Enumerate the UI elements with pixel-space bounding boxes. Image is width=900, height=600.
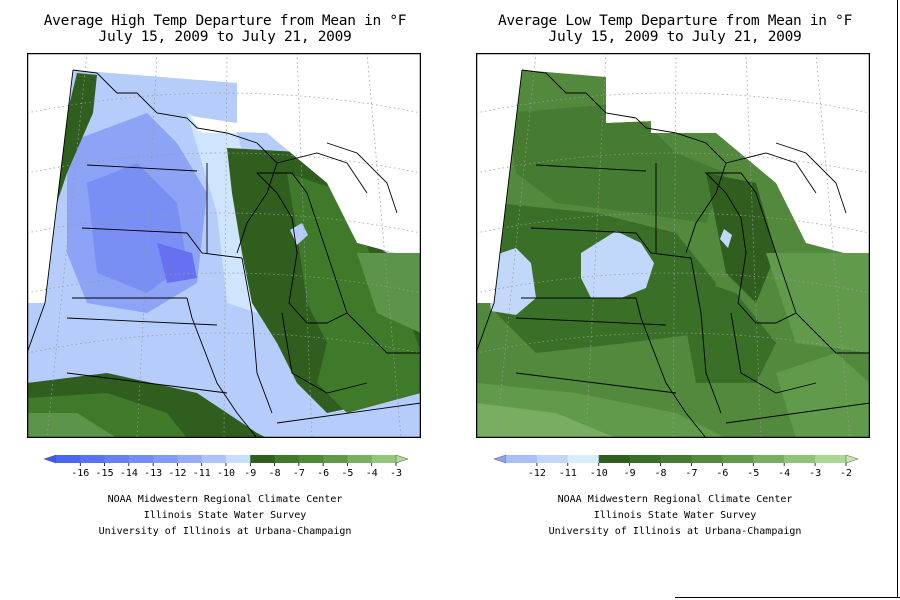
legend-swatch [56,455,81,463]
credit-line: Illinois State Water Survey [143,510,307,521]
legend-tick-label: -6 [317,468,329,479]
legend-tick-label: -13 [144,468,162,479]
frame-line [897,0,898,598]
legend-swatch [395,454,409,464]
legend-tick-label: -4 [366,468,378,479]
legend-tick-label: -7 [685,468,697,479]
low-temp-panel: Average Low Temp Departure from Mean in … [450,0,900,600]
legend-tick-label: -10 [217,468,235,479]
map-date-range: July 15, 2009 to July 21, 2009 [98,29,352,45]
legend-swatch [43,454,57,464]
legend-tick-label: -5 [747,468,759,479]
legend-swatch [815,455,847,463]
map-title: Average Low Temp Departure from Mean in … [497,13,853,29]
legend-tick-label: -14 [120,468,138,479]
legend-swatch [753,455,785,463]
legend-tick-label: -5 [341,468,353,479]
legend-swatch [567,455,600,463]
legend-tick-label: -12 [528,468,546,479]
legend-swatch [536,455,569,463]
legend-swatch [347,455,373,463]
legend-tick-label: -11 [559,468,577,479]
legend-swatch [660,455,692,463]
legend-swatch [201,455,227,463]
legend-tick-label: -9 [244,468,256,479]
legend-tick-label: -16 [71,468,89,479]
high-temp-departure-map [27,53,421,438]
legend-swatch [80,455,106,463]
credit-line: University of Illinois at Urbana-Champai… [548,526,802,537]
legend-colorbar: -12-11-10-9-8-7-6-5-4-3-2-1 [493,454,883,479]
map-title: Average High Temp Departure from Mean in… [43,13,407,29]
legend-swatch [722,455,754,463]
legend-tick-label: -2 [840,468,852,479]
legend-colorbar: -16-15-14-13-12-11-10-9-8-7-6-5-4-3-2 [43,454,426,479]
legend-tick-label: -3 [809,468,821,479]
legend-tick-label: -4 [778,468,790,479]
legend-tick-label: -12 [168,468,186,479]
credit-line: NOAA Midwestern Regional Climate Center [107,494,343,505]
legend-swatch [226,455,251,463]
legend-swatch [104,455,130,463]
color-legend: -12-11-10-9-8-7-6-5-4-3-2-1 [493,449,883,479]
legend-swatch [128,455,154,463]
legend-tick-label: -10 [590,468,608,479]
credit-line: NOAA Midwestern Regional Climate Center [557,494,793,505]
legend-swatch [153,455,178,463]
frame-line [675,597,900,598]
legend-tick-label: -15 [96,468,114,479]
legend-swatch [691,455,723,463]
legend-swatch [323,455,348,463]
legend-tick-label: -6 [716,468,728,479]
high-temp-panel: Average High Temp Departure from Mean in… [0,13,450,540]
legend-swatch [629,455,662,463]
map-date-range: July 15, 2009 to July 21, 2009 [548,29,802,45]
low-temp-departure-map [476,53,870,438]
legend-swatch [598,455,631,463]
low-temp-map-graphic [476,53,870,438]
color-legend: -16-15-14-13-12-11-10-9-8-7-6-5-4-3-2 [43,449,426,479]
legend-swatch [784,455,816,463]
legend-swatch [250,455,276,463]
legend-swatch [845,454,859,464]
legend-swatch [493,454,507,464]
credit-line: Illinois State Water Survey [593,510,757,521]
legend-swatch [371,455,397,463]
legend-tick-label: -9 [624,468,636,479]
legend-tick-label: -8 [655,468,667,479]
legend-swatch [177,455,203,463]
credits: NOAA Midwestern Regional Climate Center … [0,492,450,540]
legend-tick-label: -8 [269,468,281,479]
credit-line: University of Illinois at Urbana-Champai… [98,526,352,537]
legend-swatch [298,455,324,463]
legend-tick-label: -3 [390,468,402,479]
legend-tick-label: -7 [293,468,305,479]
high-temp-map-graphic [27,53,421,438]
legend-swatch [274,455,300,463]
legend-swatch [506,455,538,463]
legend-tick-label: -11 [193,468,211,479]
credits: NOAA Midwestern Regional Climate Center … [450,492,900,540]
